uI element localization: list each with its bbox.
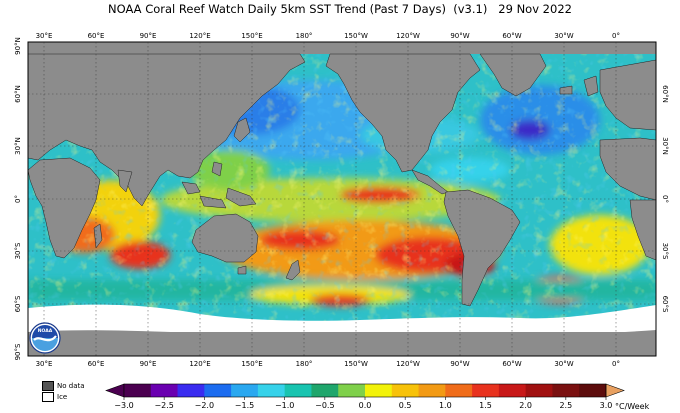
colorbar-segment <box>338 384 366 397</box>
lat-label: 30°S <box>14 242 22 259</box>
colorbar-segment <box>204 384 232 397</box>
colorbar-unit: °C/Week <box>615 402 650 411</box>
lon-label: 150°W <box>344 360 368 368</box>
colorbar-segments <box>105 383 625 398</box>
landmasses <box>28 53 656 307</box>
colorbar-segment <box>311 384 339 397</box>
colorbar-segment <box>150 384 179 397</box>
lon-label: 120°E <box>189 32 210 40</box>
colorbar-max-arrow <box>605 383 625 398</box>
colorbar-tick-label: −2.0 <box>195 401 214 410</box>
lon-label: 60°W <box>502 360 521 368</box>
lon-label: 180° <box>296 32 313 40</box>
lon-label: 120°W <box>396 32 420 40</box>
lon-label: 30°W <box>554 32 573 40</box>
lon-label: 60°E <box>88 360 105 368</box>
colorbar-segment <box>391 384 420 397</box>
lat-label: 0° <box>14 195 22 203</box>
lon-label: 30°W <box>554 360 573 368</box>
lon-label: 0° <box>612 360 620 368</box>
colorbar-segment <box>124 384 152 397</box>
legend-ice: Ice <box>42 392 67 402</box>
lon-label: 150°E <box>241 32 262 40</box>
lon-labels-top: 30°E 60°E 90°E 120°E 150°E 180° 150°W 12… <box>36 32 620 40</box>
no-data-label: No data <box>57 382 85 390</box>
colorbar-segment <box>498 384 527 397</box>
colorbar-tick-label: −2.5 <box>154 401 173 410</box>
graticule <box>28 42 656 356</box>
colorbar-segment <box>579 384 607 397</box>
colorbar-segment <box>365 384 393 397</box>
lon-label: 90°W <box>450 360 469 368</box>
lon-label: 150°W <box>344 32 368 40</box>
legend-no-data: No data <box>42 381 85 391</box>
colorbar-tick-label: 2.0 <box>519 401 532 410</box>
lon-label: 30°E <box>36 360 53 368</box>
colorbar-tick-label: 0.5 <box>399 401 412 410</box>
colorbar-segment <box>418 384 446 397</box>
logo-text: NOAA <box>38 328 53 334</box>
colorbar-segment <box>472 384 500 397</box>
lon-label: 180° <box>296 360 313 368</box>
antarctica-land <box>28 332 656 356</box>
lat-labels-right: 60°N 30°N 0° 30°S 60°S <box>661 85 669 313</box>
colorbar-segment <box>552 384 580 397</box>
colorbar-segment <box>445 384 473 397</box>
colorbar-segment <box>525 384 553 397</box>
lon-label: 30°E <box>36 32 53 40</box>
lon-label: 0° <box>612 32 620 40</box>
colorbar-segment <box>177 384 205 397</box>
lat-label: 30°S <box>661 243 669 260</box>
lat-labels-left: 90°N 60°N 30°N 0° 30°S 60°S 90°S <box>14 37 22 360</box>
lat-label: 60°N <box>14 85 22 103</box>
colorbar-segment <box>284 384 312 397</box>
lat-label: 60°N <box>661 85 669 103</box>
colorbar-tick-label: 1.5 <box>479 401 492 410</box>
colorbar-tick-label: 1.0 <box>439 401 452 410</box>
ice-label: Ice <box>57 393 68 401</box>
colorbar-tick-label: 0.0 <box>359 401 372 410</box>
lat-label: 90°S <box>14 343 22 360</box>
lon-label: 60°W <box>502 32 521 40</box>
lon-labels-bottom: 30°E 60°E 90°E 120°E 150°E 180° 150°W 12… <box>36 360 620 368</box>
colorbar-tick-label: −0.5 <box>315 401 334 410</box>
colorbar-tick-label: −3.0 <box>114 401 133 410</box>
lon-label: 120°E <box>189 360 210 368</box>
lat-label: 0° <box>661 195 669 203</box>
ice-swatch <box>42 392 54 402</box>
no-data-swatch <box>42 381 54 391</box>
colorbar-tick-label: 2.5 <box>559 401 572 410</box>
lon-label: 90°E <box>140 32 157 40</box>
lat-label: 30°N <box>661 137 669 155</box>
colorbar-ticks: −3.0 −2.5 −2.0 −1.5 −1.0 −0.5 0.0 0.5 1.0 1.5 2.0 2… <box>114 397 612 410</box>
lat-label: 90°N <box>14 37 22 55</box>
lon-label: 150°E <box>241 360 262 368</box>
lat-label: 60°S <box>661 296 669 313</box>
lon-label: 120°W <box>396 360 420 368</box>
noaa-logo: NOAA <box>29 322 61 354</box>
colorbar-tick-label: 3.0 <box>600 401 613 410</box>
colorbar-tick-label: −1.5 <box>235 401 254 410</box>
colorbar-min-arrow <box>105 383 125 398</box>
lon-label: 90°E <box>140 360 157 368</box>
lat-label: 60°S <box>14 295 22 312</box>
colorbar-tick-label: −1.0 <box>275 401 294 410</box>
colorbar-segment <box>257 384 286 397</box>
map-canvas <box>28 42 656 356</box>
lon-label: 60°E <box>88 32 105 40</box>
lon-label: 90°W <box>450 32 469 40</box>
lat-label: 30°N <box>14 137 22 155</box>
colorbar-segment <box>231 384 259 397</box>
map-title: NOAA Coral Reef Watch Daily 5km SST Tren… <box>108 2 572 16</box>
